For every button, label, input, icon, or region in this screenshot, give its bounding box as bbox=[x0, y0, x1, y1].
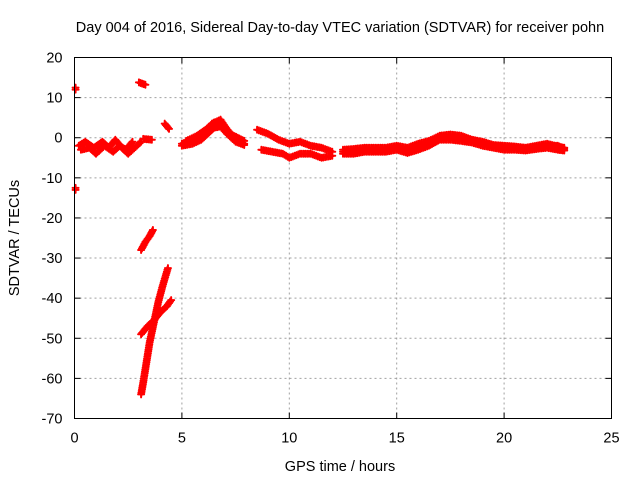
y-tick-label: 10 bbox=[46, 91, 62, 107]
data-point bbox=[128, 137, 137, 146]
data-point bbox=[560, 146, 569, 155]
y-tick-label: -10 bbox=[42, 171, 63, 187]
y-tick-label: 20 bbox=[46, 51, 62, 67]
x-axis-label: GPS time / hours bbox=[285, 459, 395, 475]
y-tick-label: -70 bbox=[42, 412, 63, 428]
x-tick-label: 10 bbox=[281, 431, 297, 447]
data-point bbox=[165, 124, 174, 133]
y-tick-label: -40 bbox=[42, 291, 63, 307]
y-tick-label: -20 bbox=[42, 211, 63, 227]
data-marks bbox=[71, 78, 569, 399]
x-tick-label: 5 bbox=[178, 431, 186, 447]
y-axis-label: SDTVAR / TECUs bbox=[7, 180, 23, 296]
plot-area bbox=[74, 57, 612, 419]
y-tick-label: -60 bbox=[42, 371, 63, 387]
y-tick-label: -50 bbox=[42, 331, 63, 347]
data-point bbox=[141, 80, 150, 89]
y-tick-label: 0 bbox=[54, 131, 62, 147]
data-point bbox=[71, 185, 80, 194]
data-point bbox=[167, 296, 176, 305]
x-tick-label: 20 bbox=[496, 431, 512, 447]
data-point bbox=[163, 264, 172, 273]
x-tick-label: 0 bbox=[70, 431, 78, 447]
y-tick-label: -30 bbox=[42, 251, 63, 267]
x-tick-label: 25 bbox=[603, 431, 619, 447]
data-point bbox=[328, 151, 337, 160]
data-point bbox=[240, 136, 249, 145]
data-point bbox=[147, 135, 156, 144]
grid-layer bbox=[74, 57, 612, 419]
chart-title: Day 004 of 2016, Sidereal Day-to-day VTE… bbox=[76, 20, 604, 36]
data-point bbox=[148, 225, 157, 234]
tick-layer: 0 5 10 15 20 25 -70 -60 -50 -40 -30 -20 -10 0 10 20 bbox=[42, 51, 620, 447]
x-tick-label: 15 bbox=[389, 431, 405, 447]
data-point bbox=[71, 85, 80, 94]
